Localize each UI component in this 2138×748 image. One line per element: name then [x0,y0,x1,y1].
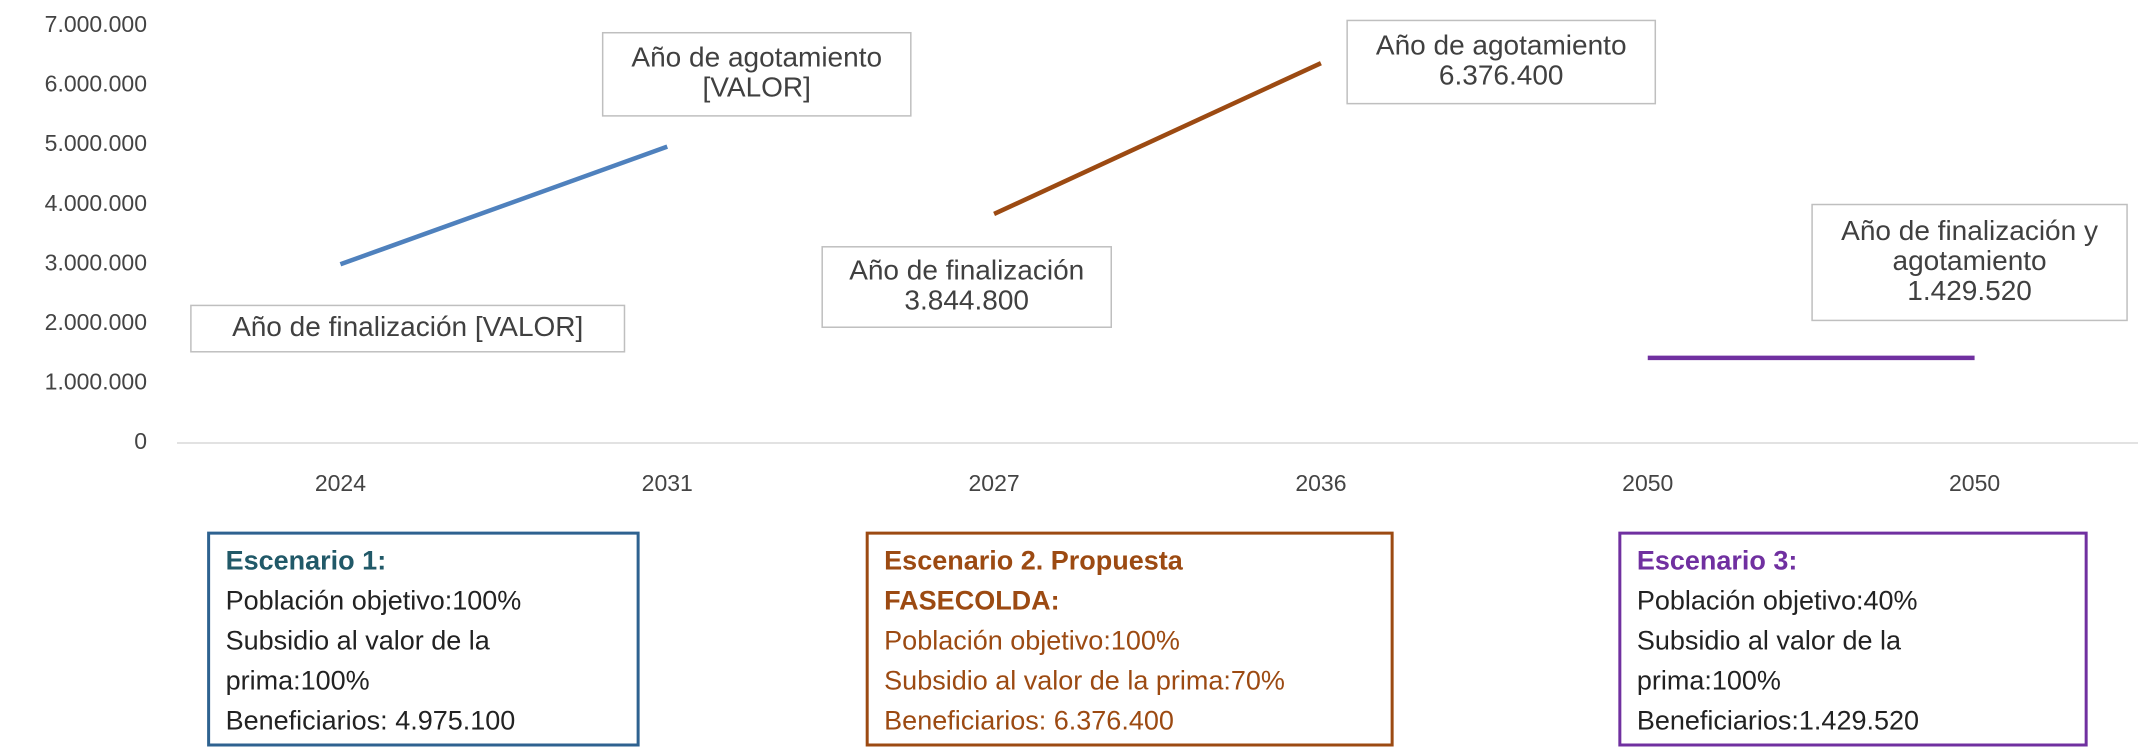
x-tick-label: 2024 [315,470,366,496]
annotation-text: 6.376.400 [1439,59,1564,90]
annotation-box [190,304,626,353]
y-tick-label: 4.000.000 [45,190,147,216]
y-tick-label: 1.000.000 [45,369,147,395]
scenario-text: prima:100% [1637,665,1781,695]
annotation-text: agotamiento [1893,245,2047,276]
annotation-text: Año de finalización y [1841,215,2098,246]
annotation-text: Año de finalización [849,254,1084,285]
annotation-text: 1.429.520 [1907,275,2032,306]
scenario-title: Escenario 1: [226,545,387,575]
scenario-text: Subsidio al valor de la [1637,625,1902,655]
scenario-box [207,531,640,747]
x-tick-label: 2036 [1295,470,1346,496]
scenario-text: Beneficiarios:1.429.520 [1637,705,1919,735]
scenario-text: Población objetivo:100% [226,585,522,615]
annotation-box [821,246,1113,328]
y-tick-label: 0 [134,428,147,454]
scenario-title: FASECOLDA: [884,585,1060,615]
x-tick-label: 2027 [968,470,1019,496]
annotation-text: 3.844.800 [904,284,1029,315]
annotation-box [1346,19,1657,105]
scenario-title: Escenario 2. Propuesta [884,545,1184,575]
scenario-text: prima:100% [226,665,370,695]
annotation-box [601,31,912,117]
y-tick-label: 5.000.000 [45,130,147,156]
annotation-text: Año de finalización [VALOR] [232,311,583,342]
y-tick-label: 6.000.000 [45,71,147,97]
scenario-text: Beneficiarios: 4.975.100 [226,705,516,735]
y-tick-label: 2.000.000 [45,309,147,335]
scenario-box [865,531,1394,747]
scenario-text: Beneficiarios: 6.376.400 [884,705,1174,735]
scenario-text: Subsidio al valor de la [226,625,491,655]
annotation-text: Año de agotamiento [631,42,882,73]
scenario-text: Población objetivo:100% [884,625,1180,655]
annotation-text: [VALOR] [703,72,811,103]
annotation-box [1811,203,2128,322]
scenario-text: Población objetivo:40% [1637,585,1918,615]
data-line [993,61,1322,217]
x-tick-label: 2031 [642,470,693,496]
y-tick-label: 7.000.000 [45,11,147,37]
y-tick-label: 3.000.000 [45,249,147,275]
scenario-title: Escenario 3: [1637,545,1798,575]
annotation-text: Año de agotamiento [1376,29,1627,60]
x-tick-label: 2050 [1949,470,2000,496]
scenario-text: Subsidio al valor de la prima:70% [884,665,1285,695]
x-tick-label: 2050 [1622,470,1673,496]
scenario-box [1618,531,2088,747]
data-line [339,144,669,267]
